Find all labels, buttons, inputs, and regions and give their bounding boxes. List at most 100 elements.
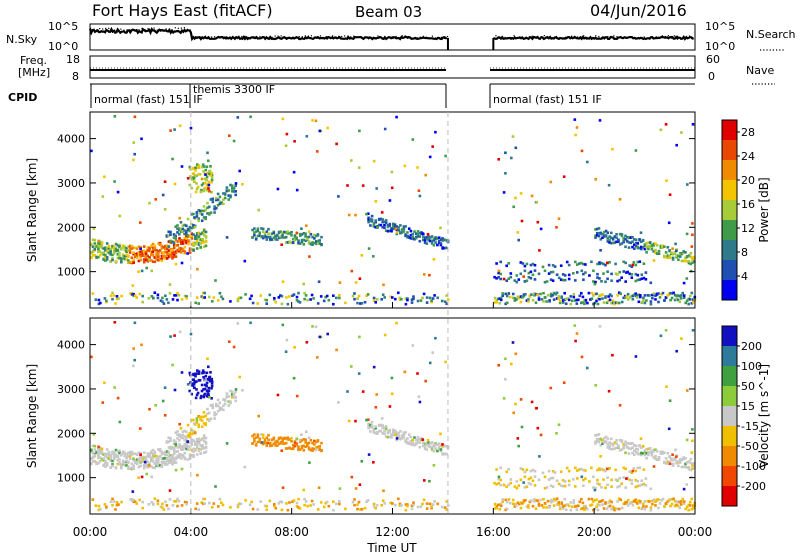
heatmap-cell xyxy=(498,503,501,506)
heatmap-cell xyxy=(618,404,622,407)
heatmap-cell xyxy=(624,440,627,444)
heatmap-cell xyxy=(291,241,295,244)
heatmap-cell xyxy=(160,257,164,261)
heatmap-cell xyxy=(504,292,507,296)
heatmap-cell xyxy=(642,299,645,302)
heatmap-cell xyxy=(558,301,562,305)
heatmap-cell xyxy=(564,508,568,511)
heatmap-cell xyxy=(277,436,281,440)
heatmap-cell xyxy=(432,449,436,453)
heatmap-cell xyxy=(430,505,433,508)
heatmap-cell xyxy=(138,292,141,296)
heatmap-cell xyxy=(128,248,132,252)
heatmap-cell xyxy=(128,244,132,248)
heatmap-cell xyxy=(402,431,406,434)
heatmap-cell xyxy=(112,451,116,455)
heatmap-cell xyxy=(409,440,413,443)
heatmap-cell xyxy=(135,502,138,505)
heatmap-cell xyxy=(225,395,229,399)
nsearch-point xyxy=(570,35,573,37)
heatmap-cell xyxy=(218,406,222,410)
heatmap-cell xyxy=(634,500,638,504)
heatmap-cell xyxy=(389,501,393,505)
heatmap-cell xyxy=(663,255,666,259)
heatmap-cell xyxy=(682,465,685,469)
heatmap-cell xyxy=(267,227,270,231)
heatmap-cell xyxy=(640,479,644,482)
heatmap-cell xyxy=(277,236,281,240)
heatmap-cell xyxy=(576,477,579,480)
heatmap-cell xyxy=(369,219,372,223)
heatmap-cell xyxy=(208,169,212,173)
heatmap-cell xyxy=(180,444,183,448)
heatmap-cell xyxy=(211,199,215,203)
heatmap-cell xyxy=(567,504,571,508)
nsearch-point xyxy=(383,37,385,39)
x-tick-label: 16:00 xyxy=(476,525,511,539)
colorbar-swatch xyxy=(722,200,737,221)
heatmap-cell xyxy=(207,187,210,190)
heatmap-cell xyxy=(120,294,123,298)
heatmap-cell xyxy=(386,435,390,439)
heatmap-cell xyxy=(90,457,93,461)
heatmap-cell xyxy=(429,239,432,243)
heatmap-cell xyxy=(631,500,635,504)
heatmap-cell xyxy=(125,253,128,257)
heatmap-cell xyxy=(601,442,604,445)
freq-label-2: [MHz] xyxy=(18,66,50,79)
heatmap-cell xyxy=(643,243,647,246)
heatmap-cell xyxy=(517,444,520,448)
heatmap-cell xyxy=(590,503,594,506)
heatmap-cell xyxy=(505,279,508,282)
heatmap-cell xyxy=(413,237,416,241)
heatmap-cell xyxy=(199,418,202,421)
heatmap-cell xyxy=(436,443,439,446)
heatmap-cell xyxy=(206,151,209,155)
heatmap-cell xyxy=(390,227,393,230)
nsearch-point xyxy=(168,29,170,31)
heatmap-cell xyxy=(167,440,170,443)
nsearch-point xyxy=(525,37,527,39)
heatmap-cell xyxy=(314,446,318,449)
heatmap-cell xyxy=(372,159,376,163)
heatmap-cell xyxy=(682,259,685,263)
heatmap-cell xyxy=(263,504,267,508)
heatmap-cell xyxy=(169,241,172,245)
heatmap-cell xyxy=(642,482,646,486)
colorbar-swatch xyxy=(722,466,737,487)
heatmap-cell xyxy=(395,115,398,119)
heatmap-cell xyxy=(567,298,571,302)
heatmap-cell xyxy=(592,280,595,283)
heatmap-cell xyxy=(327,504,331,508)
heatmap-cell xyxy=(164,457,167,460)
heatmap-cell xyxy=(188,431,192,435)
heatmap-cell xyxy=(668,249,671,252)
nsearch-point xyxy=(171,29,173,31)
heatmap-cell xyxy=(595,440,599,443)
heatmap-cell xyxy=(504,498,507,502)
heatmap-cell xyxy=(533,278,537,281)
heatmap-cell xyxy=(640,453,643,457)
heatmap-cell xyxy=(269,441,272,445)
heatmap-cell xyxy=(654,448,657,451)
heatmap-cell xyxy=(677,460,680,463)
heatmap-cell xyxy=(286,508,290,512)
heatmap-cell xyxy=(614,272,618,275)
heatmap-cell xyxy=(423,239,427,242)
heatmap-cell xyxy=(664,255,668,259)
heatmap-cell xyxy=(229,400,232,403)
heatmap-cell xyxy=(132,467,135,470)
heatmap-cell xyxy=(444,239,448,242)
heatmap-cell xyxy=(685,461,689,465)
nsearch-point xyxy=(325,36,328,38)
heatmap-cell xyxy=(173,334,176,337)
heatmap-cell xyxy=(107,247,111,250)
heatmap-cell xyxy=(669,291,672,295)
heatmap-cell xyxy=(611,444,615,447)
heatmap-cell xyxy=(533,500,536,503)
nsearch-point xyxy=(123,29,125,31)
heatmap-cell xyxy=(421,438,424,441)
nsearch-point xyxy=(259,35,261,38)
heatmap-cell xyxy=(197,441,201,444)
heatmap-cell xyxy=(318,445,321,448)
